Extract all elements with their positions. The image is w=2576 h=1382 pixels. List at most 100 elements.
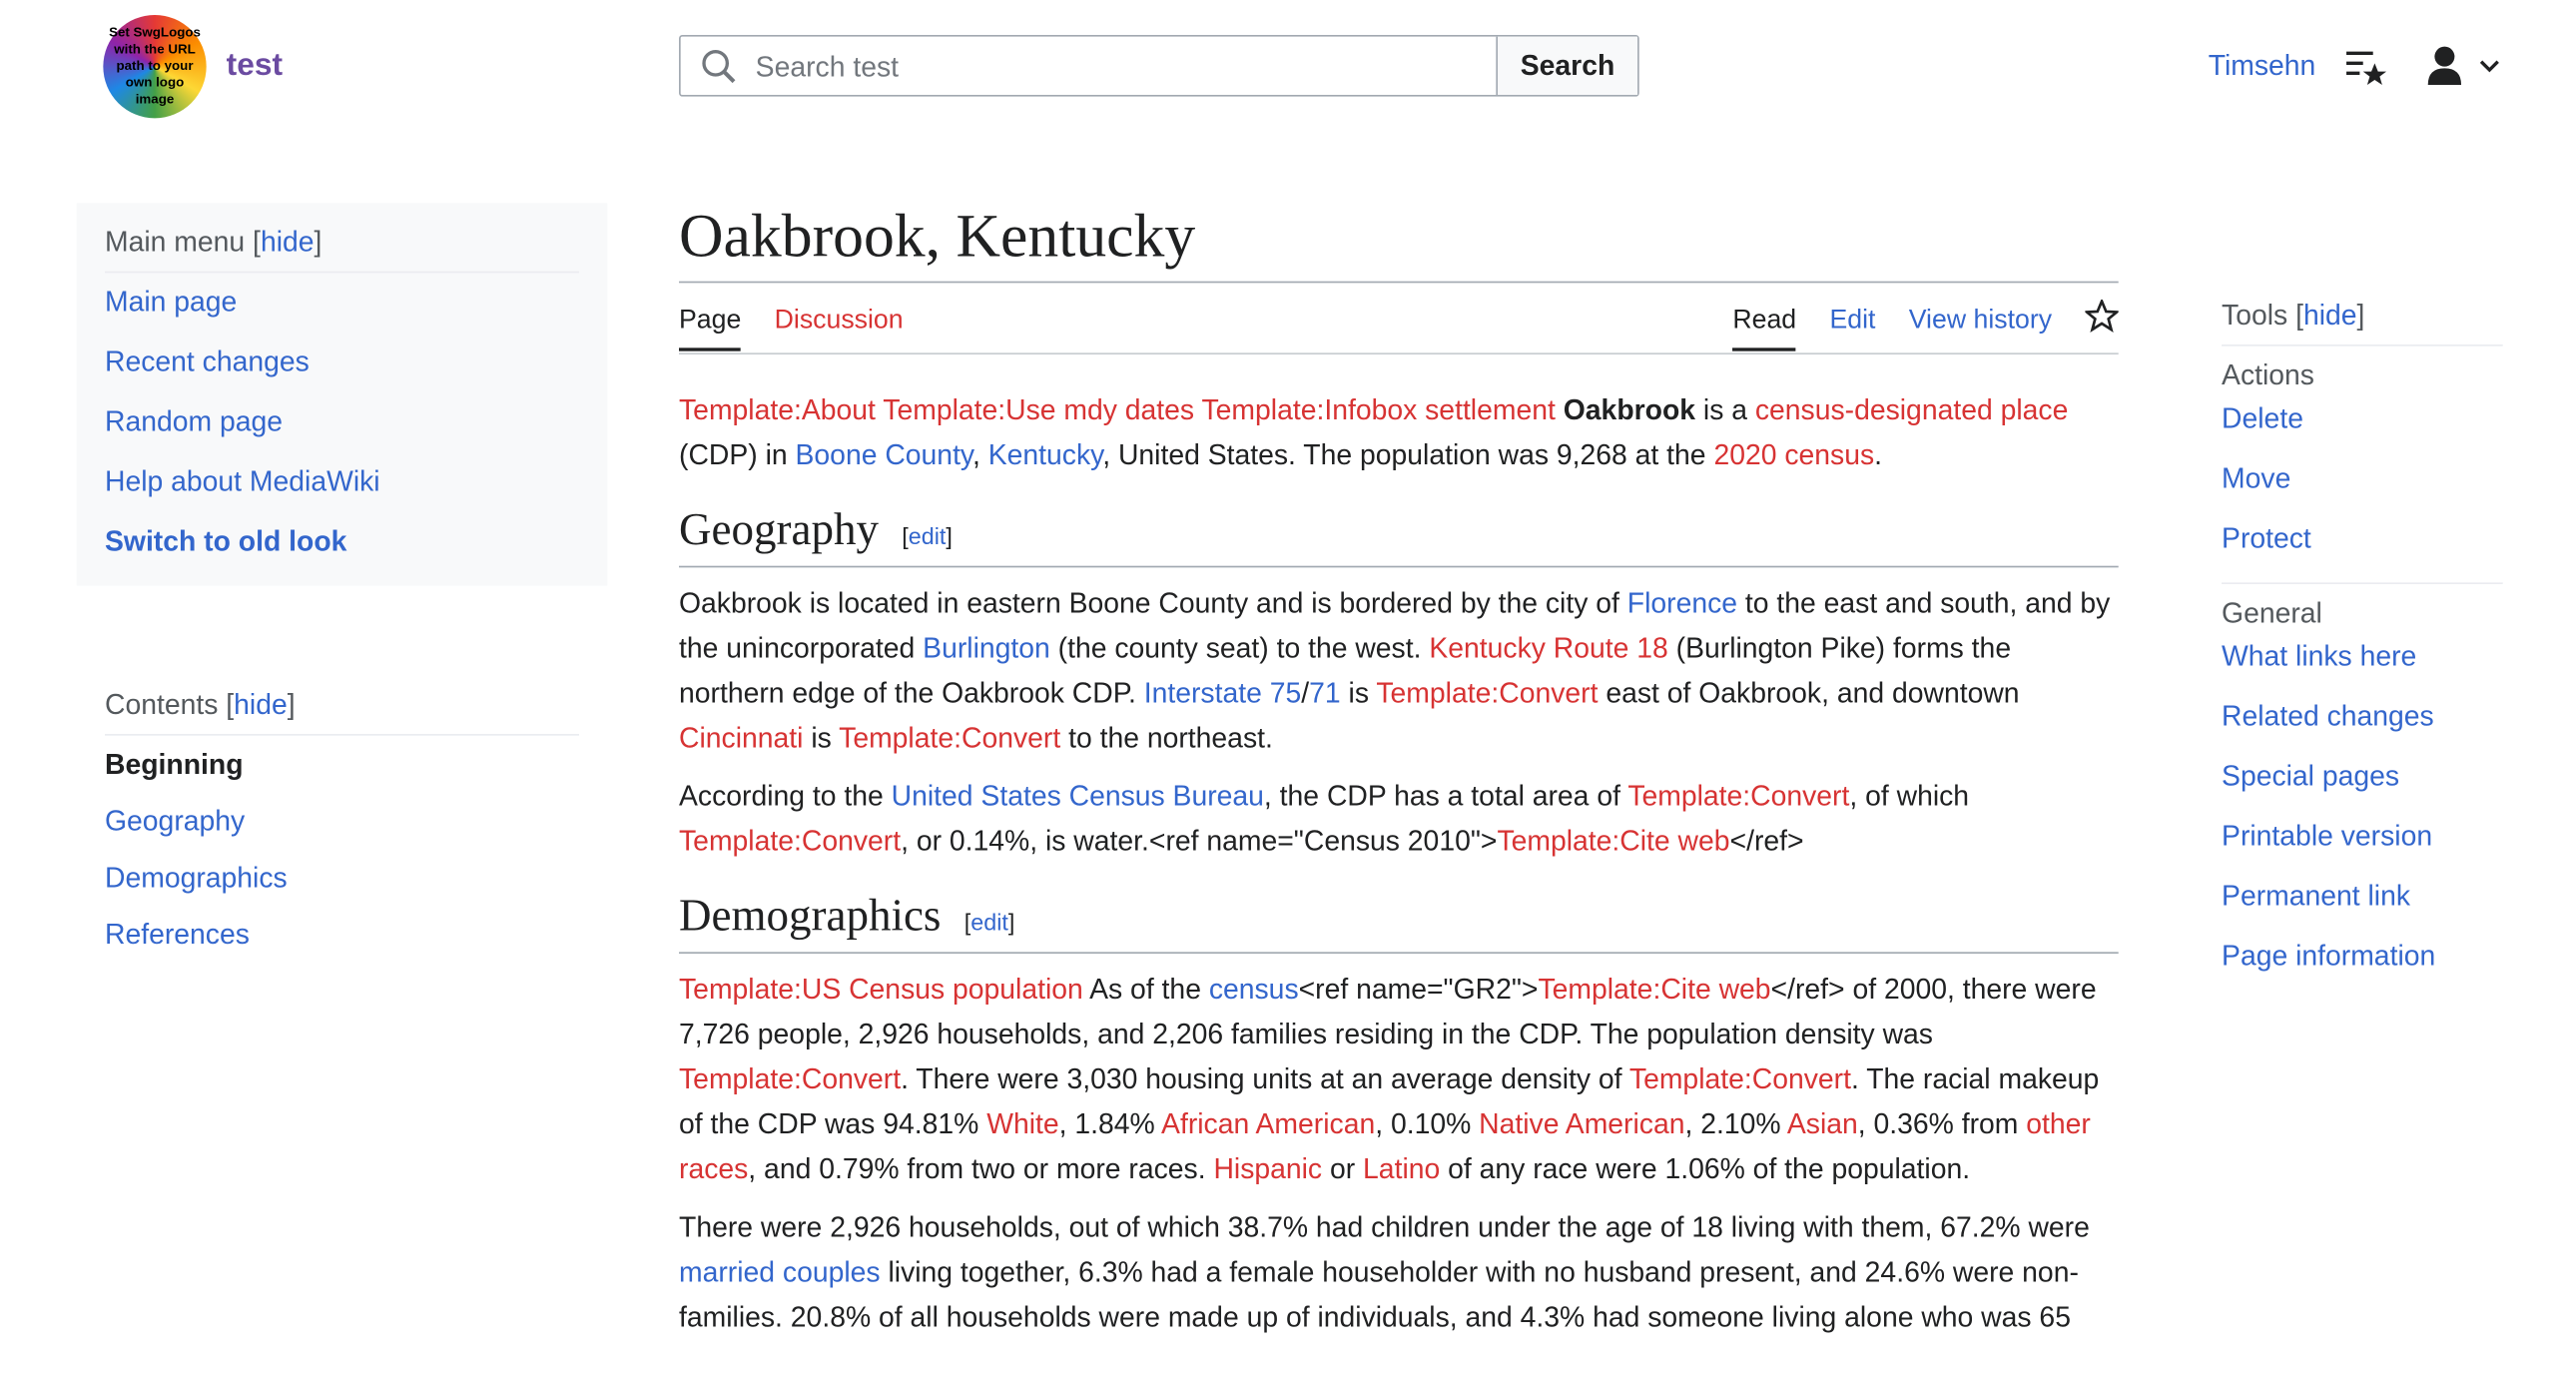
tools-item[interactable]: Printable version [2222,820,2433,853]
text-run: [ [964,909,971,936]
tools-section-title: Actions [2222,359,2314,391]
strong-text: Oakbrook [1563,394,1696,426]
tools-item[interactable]: Protect [2222,522,2311,555]
link[interactable]: hide [234,689,288,721]
main-menu: Main menu [hide] Main page Recent changes… [76,203,608,586]
menu-item[interactable]: Main page [105,286,238,319]
tools-item[interactable]: Delete [2222,402,2303,435]
toc-item: Beginning [105,749,244,781]
tools-heading: Tools [hide] [2222,300,2503,346]
link[interactable]: African American [1161,1108,1376,1140]
text-run: . [1874,439,1883,471]
toc-item[interactable]: References [105,919,250,951]
tools-item[interactable]: Related changes [2222,700,2434,733]
link[interactable]: 71 [1309,677,1341,710]
link[interactable]: Template:Convert [1376,677,1599,710]
menu-item[interactable]: Switch to old look [105,525,347,558]
tab[interactable]: Page [679,283,742,351]
link[interactable]: Native American [1479,1108,1685,1140]
toc-items: Beginning Geography Demographics References [105,749,579,976]
text-run: , the CDP has a total area of [1263,780,1628,813]
link[interactable]: Florence [1626,587,1738,620]
link[interactable]: Template:About [679,394,876,426]
tab[interactable]: Edit [1829,306,1876,336]
link[interactable]: Hispanic [1213,1153,1323,1185]
link[interactable]: Template:Convert [1627,780,1850,813]
link[interactable]: Template:Convert [679,825,902,858]
tools-item[interactable]: Move [2222,462,2291,495]
link[interactable]: Asian [1786,1108,1858,1140]
text-run: living together, 6.3% had a female house… [679,1256,2079,1334]
link[interactable]: Template:Cite web [1538,974,1771,1006]
text-run: </ref> [1729,825,1804,858]
article-body: Template:About Template:Use mdy dates Te… [679,387,2119,1339]
text-run: is [1340,677,1377,710]
text-run: Oakbrook is located in eastern Boone Cou… [679,587,1627,620]
tools-item[interactable]: Page information [2222,940,2436,973]
link[interactable]: edit [908,522,947,550]
toc-item[interactable]: Geography [105,805,246,838]
link[interactable]: Template:Convert [1628,1063,1851,1095]
link[interactable]: Template:Infobox settlement [1201,394,1556,426]
link[interactable]: 2020 census [1713,439,1875,471]
text-run: , [972,439,988,471]
menu-item[interactable]: Recent changes [105,346,310,378]
tab[interactable]: Read [1732,283,1797,351]
link[interactable]: Template:Convert [679,1063,902,1095]
text-run [876,394,883,426]
site-name[interactable]: test [226,48,284,84]
link[interactable]: Template:Use mdy dates [883,394,1195,426]
search-button[interactable]: Search [1496,36,1638,96]
paragraph: Template:About Template:Use mdy dates Te… [679,387,2119,477]
text-run: Main menu [105,226,254,259]
text-run: [ [253,226,261,259]
link[interactable]: United States Census Bureau [891,780,1264,813]
article: Oakbrook, Kentucky Page Discussion Read Ed… [679,200,2121,1353]
user-link[interactable]: Timsehn [2208,50,2316,82]
text-run: [ [902,522,909,550]
link[interactable]: White [986,1108,1059,1140]
text-run: (CDP) in [679,439,796,471]
link[interactable]: Kentucky Route 18 [1429,632,1668,665]
link[interactable]: Template:Convert [839,722,1061,755]
link[interactable]: Template:US Census population [679,974,1083,1006]
link[interactable]: Burlington [923,632,1050,665]
link[interactable]: census [1208,974,1299,1006]
text-run: [ [2295,300,2303,332]
link[interactable]: Kentucky [987,439,1103,471]
text-run: <ref name="GR2"> [1298,974,1539,1006]
user-menu-icon[interactable] [2426,45,2509,88]
tab[interactable]: View history [1908,306,2053,336]
watchlist-icon[interactable] [2344,48,2387,86]
logo-text: Set SwgLogos with the URL path to your o… [109,25,201,107]
link[interactable]: hide [2302,300,2357,332]
toc-item[interactable]: Demographics [105,862,288,895]
link[interactable]: Boone County [795,439,973,471]
watch-star[interactable] [2083,298,2121,333]
menu-item[interactable]: Help about MediaWiki [105,465,380,498]
link[interactable]: edit [970,909,1008,936]
text-run: to the east and south, and by the uninco… [679,587,2111,665]
heading-text: Demographics [679,890,942,941]
search-placeholder: Search test [755,51,900,84]
menu-item[interactable]: Random page [105,405,284,438]
tools-item[interactable]: What links here [2222,640,2417,673]
link[interactable]: census-designated place [1754,394,2069,426]
link[interactable]: Cincinnati [679,722,804,755]
tools-item[interactable]: Permanent link [2222,880,2411,913]
link[interactable]: Template:Cite web [1497,825,1730,858]
section-heading: Demographics [edit] [679,887,2119,955]
tools-item[interactable]: Special pages [2222,760,2400,793]
link[interactable]: other races [679,1108,2091,1185]
text-run: is a [1695,394,1755,426]
link[interactable]: Latino [1363,1153,1441,1185]
text-run: , 2.10% [1684,1108,1787,1140]
tab[interactable]: Discussion [774,306,904,336]
search-box[interactable]: Search test Search [679,35,1639,97]
text-run: east of Oakbrook, and downtown [1598,677,2020,710]
link[interactable]: married couples [679,1256,881,1289]
link[interactable]: Interstate 75 [1143,677,1302,710]
link[interactable]: hide [260,226,315,259]
logo[interactable]: Set SwgLogos with the URL path to your o… [103,15,207,119]
